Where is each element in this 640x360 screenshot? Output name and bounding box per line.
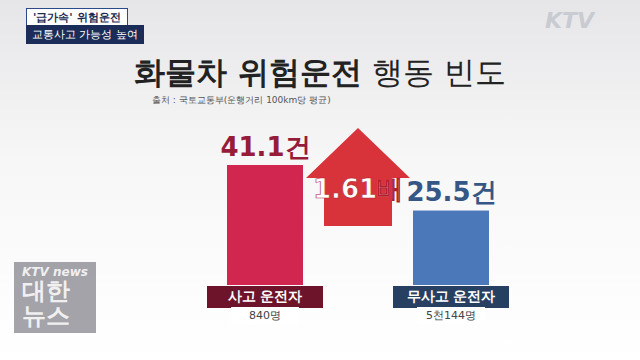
html-text:840명: 840명 xyxy=(249,309,281,322)
html-text:뉴스: 뉴스 xyxy=(22,301,70,330)
svg-text:41.1건: 41.1건 xyxy=(220,132,310,162)
svg-text:25.5건: 25.5건 xyxy=(406,177,496,207)
html-text:KTV news: KTV news xyxy=(22,265,88,279)
html-text:사고 운전자: 사고 운전자 xyxy=(227,288,303,304)
html-text:5천144명: 5천144명 xyxy=(426,309,476,322)
html-text:화물차 위험운전행동 빈도: 화물차 위험운전행동 빈도 xyxy=(134,54,506,90)
html-text:교통사고 가능성 높여: 교통사고 가능성 높여 xyxy=(32,28,138,41)
svg-text:1.61배: 1.61배 xyxy=(313,174,403,204)
html-text:무사고 운전자: 무사고 운전자 xyxy=(406,288,496,304)
html-text:KTV: KTV xyxy=(544,8,594,33)
html-text:출처 : 국토교통부(운행거리 100km당 평균): 출처 : 국토교통부(운행거리 100km당 평균) xyxy=(152,95,331,105)
html-text:대한: 대한 xyxy=(22,276,70,305)
html-text:'급가속' 위험운전: '급가속' 위험운전 xyxy=(33,11,121,24)
